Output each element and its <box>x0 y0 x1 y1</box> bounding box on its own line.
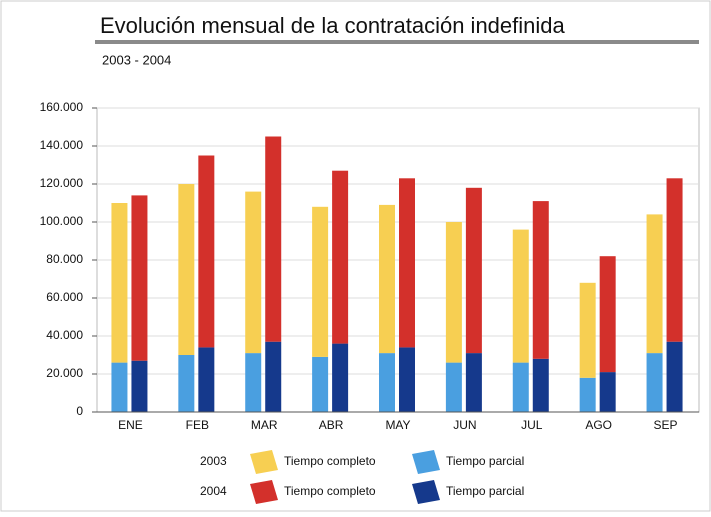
bar-segment <box>512 229 529 363</box>
x-tick-label: SEP <box>654 418 678 432</box>
legend-swatch <box>412 450 440 474</box>
x-tick-label: JUL <box>521 418 543 432</box>
y-tick-label: 0 <box>76 404 83 418</box>
bar-segment <box>111 362 128 412</box>
bar-segment <box>399 347 415 412</box>
bar-segment <box>198 155 215 348</box>
bar-segment <box>532 201 549 359</box>
bar-segment <box>131 195 148 361</box>
bar-segment <box>198 347 215 412</box>
bar-segment <box>465 187 482 354</box>
bar-segment <box>265 341 282 412</box>
bar-segment <box>379 204 395 354</box>
y-tick-label: 20.000 <box>46 366 83 380</box>
x-tick-label: MAR <box>251 418 278 432</box>
legend-swatch <box>250 450 278 474</box>
bar-segment <box>666 178 683 342</box>
bar-segment <box>245 191 262 354</box>
bar-segment <box>312 356 329 412</box>
legend-label: Tiempo parcial <box>446 454 524 468</box>
bar-segment <box>332 170 349 344</box>
bar-segment <box>245 353 262 412</box>
bar-segment <box>312 206 329 357</box>
y-tick-label: 80.000 <box>46 252 83 266</box>
bar-segment <box>599 256 616 373</box>
x-tick-label: MAY <box>385 418 410 432</box>
y-tick-label: 160.000 <box>40 100 84 114</box>
legend-group-label: 2003 <box>200 454 227 468</box>
y-tick-label: 40.000 <box>46 328 83 342</box>
bar-segment <box>399 178 415 348</box>
bar-segment <box>178 355 195 412</box>
bar-segment <box>579 282 596 378</box>
y-tick-label: 60.000 <box>46 290 83 304</box>
legend-label: Tiempo completo <box>284 484 376 498</box>
x-tick-label: JUN <box>453 418 476 432</box>
bar-segment <box>111 203 128 363</box>
bar-segment <box>379 353 395 412</box>
legend-swatch <box>250 480 278 504</box>
bar-segment <box>445 362 462 412</box>
chart-title: Evolución mensual de la contratación ind… <box>100 13 566 38</box>
bar-segment <box>646 353 663 412</box>
bar-segment <box>131 360 148 412</box>
y-tick-label: 120.000 <box>40 176 84 190</box>
bar-segment <box>579 377 596 412</box>
legend-label: Tiempo parcial <box>446 484 524 498</box>
x-tick-label: ABR <box>319 418 344 432</box>
y-tick-label: 140.000 <box>40 138 84 152</box>
legend-swatch <box>412 480 440 504</box>
y-tick-label: 100.000 <box>40 214 84 228</box>
bar-segment <box>532 358 549 412</box>
x-tick-label: FEB <box>186 418 209 432</box>
legend-group-label: 2004 <box>200 484 227 498</box>
chart-subtitle: 2003 - 2004 <box>102 52 171 67</box>
bar-segment <box>332 343 349 412</box>
bar-segment <box>465 353 482 412</box>
bar-segment <box>666 341 683 412</box>
title-rule <box>95 40 699 44</box>
bar-segment <box>178 184 195 355</box>
bar-segment <box>646 214 663 354</box>
x-tick-label: AGO <box>585 418 612 432</box>
bar-segment <box>512 362 529 412</box>
bar-segment <box>445 222 462 363</box>
bar-segment <box>599 372 616 412</box>
legend-label: Tiempo completo <box>284 454 376 468</box>
x-tick-label: ENE <box>118 418 143 432</box>
bar-segment <box>265 136 282 342</box>
